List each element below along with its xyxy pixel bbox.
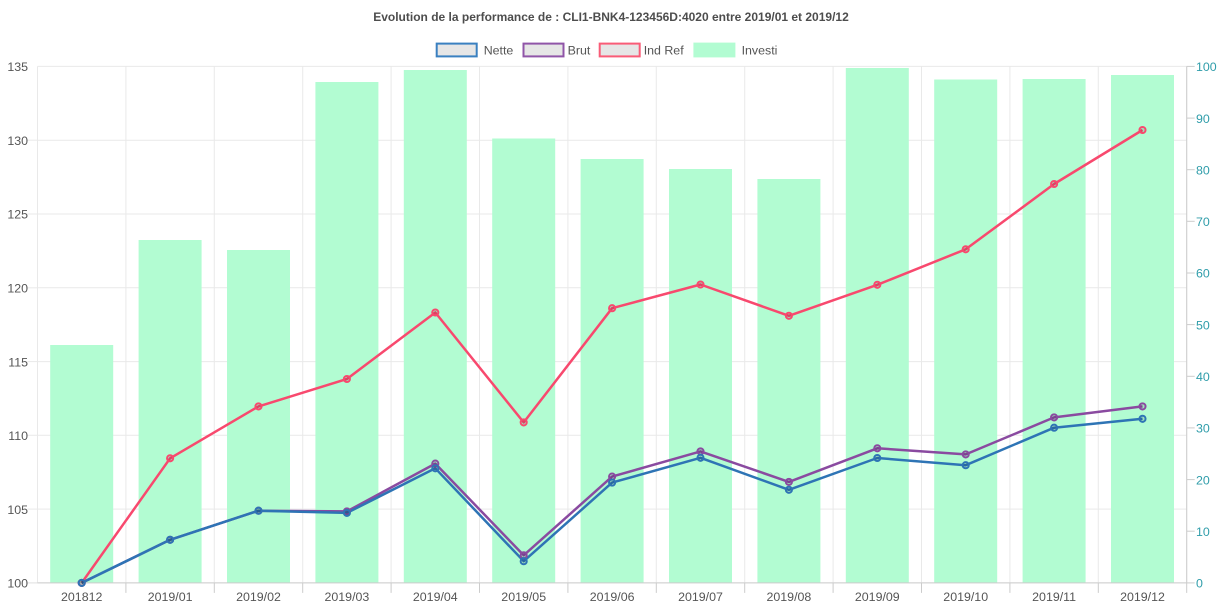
svg-text:2019/06: 2019/06: [590, 590, 635, 604]
svg-text:2019/02: 2019/02: [236, 590, 281, 604]
svg-text:2019/01: 2019/01: [148, 590, 193, 604]
svg-text:Nette: Nette: [484, 44, 514, 58]
svg-text:2019/07: 2019/07: [678, 590, 723, 604]
svg-text:90: 90: [1196, 112, 1210, 126]
svg-text:135: 135: [7, 60, 28, 74]
svg-text:2019/05: 2019/05: [501, 590, 546, 604]
svg-text:125: 125: [7, 208, 28, 222]
svg-text:20: 20: [1196, 473, 1210, 487]
svg-text:2019/03: 2019/03: [325, 590, 370, 604]
svg-text:2019/12: 2019/12: [1120, 590, 1165, 604]
svg-text:120: 120: [7, 282, 28, 296]
svg-text:50: 50: [1196, 318, 1210, 332]
svg-text:70: 70: [1196, 215, 1210, 229]
svg-text:Ind Ref: Ind Ref: [644, 44, 685, 58]
svg-text:110: 110: [8, 429, 28, 443]
svg-text:100: 100: [7, 577, 28, 591]
svg-text:30: 30: [1196, 422, 1210, 436]
svg-text:2019/09: 2019/09: [855, 590, 900, 604]
svg-text:201812: 201812: [61, 590, 102, 604]
svg-text:0: 0: [1196, 577, 1203, 591]
svg-text:80: 80: [1196, 163, 1210, 177]
svg-text:105: 105: [7, 503, 28, 517]
svg-text:115: 115: [8, 355, 28, 369]
svg-text:2019/11: 2019/11: [1032, 590, 1076, 604]
svg-text:130: 130: [7, 134, 28, 148]
svg-text:2019/04: 2019/04: [413, 590, 458, 604]
svg-text:100: 100: [1196, 60, 1217, 74]
svg-text:Evolution de la performance de: Evolution de la performance de : CLI1-BN…: [373, 10, 849, 24]
svg-text:2019/10: 2019/10: [943, 590, 988, 604]
svg-text:Investi: Investi: [742, 44, 778, 58]
svg-text:Brut: Brut: [568, 44, 591, 58]
svg-text:60: 60: [1196, 267, 1210, 281]
svg-text:10: 10: [1196, 525, 1210, 539]
svg-text:2019/08: 2019/08: [767, 590, 812, 604]
svg-text:40: 40: [1196, 370, 1210, 384]
